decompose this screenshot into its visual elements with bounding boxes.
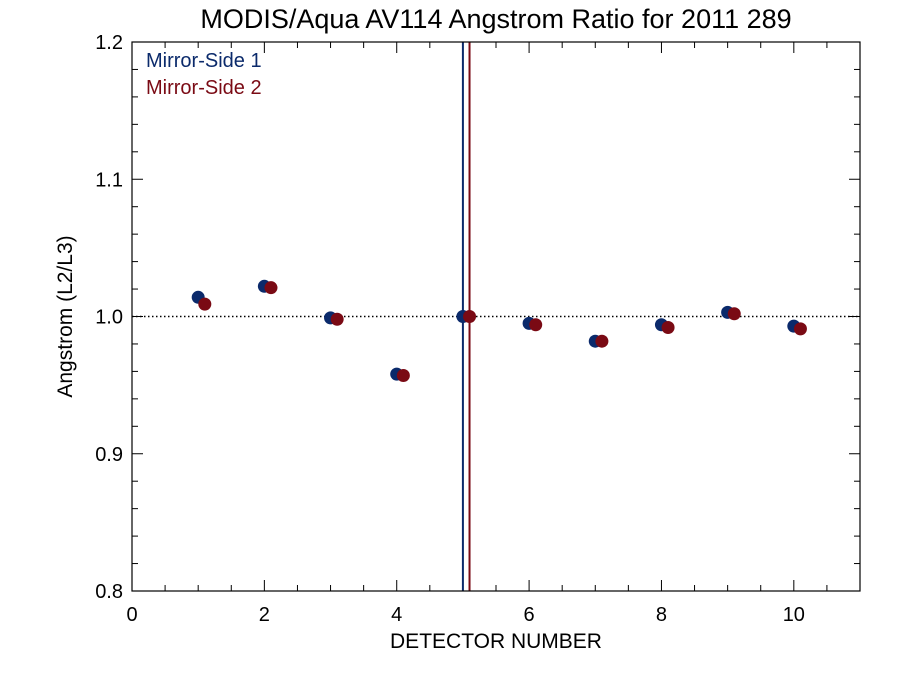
x-tick-label: 4 (391, 604, 402, 626)
data-point-series-2 (661, 320, 675, 334)
x-tick-label: 2 (259, 604, 270, 626)
y-tick-label: 0.8 (95, 581, 123, 603)
data-points-group (191, 279, 807, 383)
y-tick-label: 1.1 (95, 169, 123, 191)
x-tick-label: 8 (656, 604, 667, 626)
legend-entry-2: Mirror-Side 2 (146, 77, 262, 99)
data-point-series-2 (264, 281, 278, 295)
data-point-series-2 (595, 334, 609, 348)
plot-frame (131, 41, 861, 592)
x-tick-label: 10 (783, 604, 805, 626)
data-point-series-2 (793, 322, 807, 336)
axis-ticks: 0 2 4 6 8 10 0.8 0.9 1.0 1.1 1.2 (95, 32, 861, 626)
x-axis-label: DETECTOR NUMBER (390, 630, 602, 653)
x-tick-label: 6 (524, 604, 535, 626)
x-tick-label: 0 (126, 604, 137, 626)
y-tick-label: 1.0 (95, 307, 123, 329)
legend-entry-1: Mirror-Side 1 (146, 50, 262, 72)
data-point-series-2 (396, 369, 410, 383)
y-tick-label: 1.2 (95, 32, 123, 54)
chart-title: MODIS/Aqua AV114 Angstrom Ratio for 2011… (200, 4, 791, 34)
data-point-series-2 (529, 318, 543, 332)
data-point-series-2 (727, 307, 741, 321)
data-point-series-2 (198, 297, 212, 311)
data-point-series-2 (330, 312, 344, 326)
y-tick-label: 0.9 (95, 444, 123, 466)
data-point-series-2 (463, 310, 477, 323)
y-axis-label: Angstrom (L2/L3) (54, 235, 77, 397)
legend: Mirror-Side 1 Mirror-Side 2 (146, 50, 262, 99)
